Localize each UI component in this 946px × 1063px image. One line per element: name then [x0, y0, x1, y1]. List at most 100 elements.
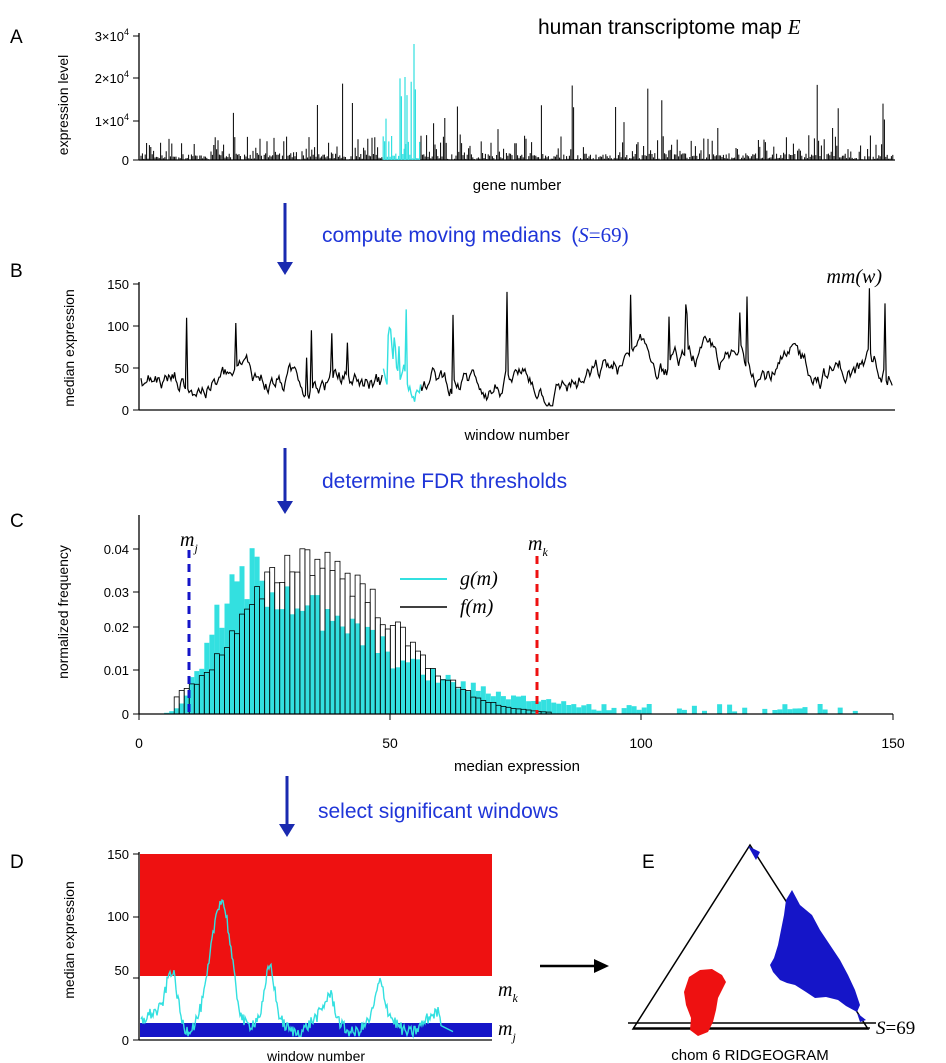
- panel-a-ytick-1e4: 1×104: [95, 112, 129, 129]
- hist-g-bar: [279, 609, 285, 714]
- panel-b-ytick-50: 50: [115, 361, 129, 376]
- hist-g-bar: [475, 690, 481, 714]
- hist-g-bar: [219, 627, 225, 714]
- hist-g-bar: [601, 704, 607, 714]
- arrow-d-to-e: [540, 959, 609, 973]
- hist-g-bar: [802, 707, 808, 714]
- hist-g-bar: [294, 608, 300, 714]
- hist-g-bar: [234, 581, 240, 714]
- panel-c-ytick-004: 0.04: [104, 542, 129, 557]
- hist-g-bar: [174, 708, 180, 714]
- hist-g-bar: [772, 710, 778, 714]
- hist-g-bar: [330, 620, 335, 714]
- hist-g-bar: [229, 574, 235, 714]
- panel-c-ytick-002: 0.02: [104, 620, 129, 635]
- hist-g-bar: [561, 701, 567, 714]
- hist-g-bar: [380, 636, 386, 714]
- panel-c-ytick-0: 0: [122, 707, 129, 722]
- hist-g-bar: [566, 705, 572, 714]
- hist-g-bar: [541, 699, 547, 714]
- hist-g-bar: [531, 701, 537, 714]
- panel-a-yticks: 0 1×104 2×104 3×104: [95, 27, 139, 168]
- ridgeogram-blue-region: [770, 890, 860, 1012]
- hist-g-bar: [546, 699, 552, 714]
- panel-d-band-mk: [140, 854, 492, 976]
- step-label-2: determine FDR thresholds: [322, 470, 567, 493]
- panel-c-xlabel: median expression: [454, 758, 580, 775]
- panel-c-mj-label: mj: [180, 529, 198, 555]
- panel-c-yticks: 0 0.01 0.02 0.03 0.04: [104, 542, 139, 722]
- panel-c-xtick-50: 50: [382, 735, 398, 751]
- hist-g-bar: [596, 710, 602, 714]
- hist-g-bar: [284, 586, 290, 714]
- hist-g-bar: [365, 626, 371, 714]
- hist-g-bar: [646, 704, 652, 714]
- hist-g-bar: [239, 566, 245, 714]
- legend-label-f: f(m): [460, 596, 494, 618]
- hist-g-bar: [611, 707, 617, 714]
- hist-g-bar: [606, 710, 612, 714]
- panel-b-yticks: 0 50 100 150: [107, 277, 139, 418]
- panel-b: B mm(w) median expression 0 50 100 150 w…: [10, 261, 895, 444]
- hist-g-bar: [822, 709, 828, 714]
- panel-e-title: chom 6 RIDGEOGRAM: [671, 1047, 829, 1063]
- hist-g-bar: [320, 630, 325, 714]
- hist-g-bar: [325, 609, 330, 714]
- panel-b-ytick-150: 150: [107, 277, 129, 292]
- panel-c-legend: g(m) f(m): [400, 568, 498, 618]
- panel-d-ylabel: median expression: [61, 881, 77, 999]
- hist-g-bar: [777, 709, 783, 714]
- hist-g-bar: [556, 703, 562, 714]
- panel-c: C normalized frequency 0 0.01 0.02 0.03 …: [10, 511, 905, 775]
- hist-g-bar: [576, 707, 582, 714]
- panel-c-xtick-0: 0: [135, 735, 143, 751]
- legend-label-g: g(m): [460, 568, 498, 590]
- panel-a-xlabel: gene number: [473, 177, 561, 194]
- hist-g-bar: [717, 704, 723, 714]
- hist-g-bar: [495, 691, 501, 714]
- hist-g-bar: [450, 682, 456, 714]
- step-arrow-3: [279, 776, 295, 837]
- hist-g-bar: [591, 709, 597, 714]
- panel-b-ytick-100: 100: [107, 319, 129, 334]
- hist-g-bar: [360, 645, 366, 714]
- panel-e: E S=69 chom 6 RIDGEOGRAM: [628, 843, 915, 1063]
- hist-g-bar: [792, 708, 798, 714]
- panel-d: D median expression 0 50 100 150 mk mj w…: [10, 847, 518, 1063]
- hist-g-bar: [505, 699, 511, 714]
- hist-g-bar: [732, 711, 738, 714]
- hist-g-bar: [440, 679, 446, 714]
- hist-g-bar: [490, 696, 496, 714]
- panel-a-ytick-0: 0: [122, 153, 129, 168]
- step-label-1: compute moving medians (S=69): [322, 223, 629, 247]
- panel-b-title: mm(w): [826, 266, 882, 288]
- hist-g-bar: [254, 556, 260, 714]
- panel-d-series-cyan: [140, 899, 454, 1040]
- hist-g-bar: [214, 604, 220, 714]
- panel-d-letter: D: [10, 852, 24, 873]
- hist-g-bar: [184, 695, 190, 714]
- hist-g-bar: [470, 682, 476, 714]
- hist-g-bar: [314, 595, 320, 714]
- hist-g-bar: [259, 580, 265, 714]
- hist-g-bar: [204, 642, 210, 714]
- panel-c-ytick-003: 0.03: [104, 585, 129, 600]
- hist-g-bar: [425, 680, 431, 714]
- panel-c-mk-label: mk: [528, 533, 548, 559]
- hist-g-bar: [445, 674, 451, 714]
- hist-g-bar: [691, 705, 697, 714]
- hist-g-bar: [309, 595, 315, 714]
- panel-b-xlabel: window number: [463, 427, 569, 444]
- panel-d-ytick-100: 100: [107, 909, 129, 924]
- ridgeogram-blue-foot: [857, 1013, 866, 1022]
- panel-d-ytick-150: 150: [107, 847, 129, 862]
- ridgeogram-triangle: [631, 843, 870, 1030]
- panel-a-series-black: [140, 83, 894, 160]
- panel-c-ylabel: normalized frequency: [55, 545, 71, 679]
- step-arrow-1: [277, 203, 293, 275]
- hist-g-bar: [335, 615, 340, 714]
- hist-g-bar: [631, 706, 637, 714]
- hist-g-bar: [465, 691, 471, 714]
- panel-c-histogram-g: [164, 548, 858, 714]
- hist-g-bar: [304, 605, 310, 714]
